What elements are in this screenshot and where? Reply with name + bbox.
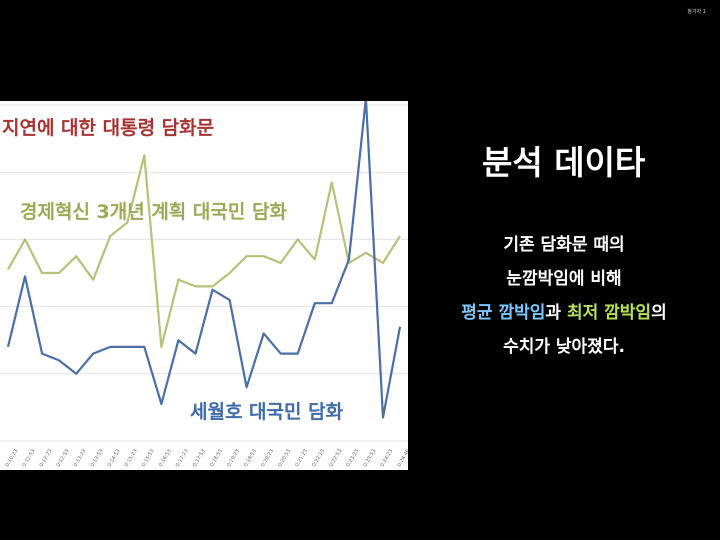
x-tick-label: 0:22:23 <box>311 448 326 468</box>
analysis-line-3: 평균 깜박임과 최저 깜박임의 <box>408 296 720 330</box>
x-tick-label: 0:13:23 <box>73 448 88 468</box>
series-label-red: 지연에 대한 대통령 담화문 <box>2 117 215 139</box>
x-tick-label: 0:15:23 <box>124 448 139 468</box>
analysis-title: 분석 데이타 <box>482 143 646 182</box>
analysis-text: 기존 담화문 때의 눈깜박임에 비해 평균 깜박임과 최저 깜박임의 수치가 낮… <box>408 228 720 364</box>
x-tick-label: 0:17:53 <box>192 448 207 468</box>
line-chart-panel: 0:10:23 0:11:53 0:12:23 0:12:53 0:13:23 0:13:… <box>0 101 408 470</box>
x-tick-label: 0:10:23 <box>5 448 20 468</box>
x-tick-label: 0:16:53 <box>158 448 173 468</box>
x-tick-label: 0:23:23 <box>345 448 360 468</box>
highlight-average-blink: 평균 깜박임 <box>461 303 546 323</box>
x-tick-label: 0:23:53 <box>362 448 377 468</box>
series-line-blue <box>6 101 402 419</box>
x-tick-label: 0:24:23 <box>379 448 394 468</box>
x-tick-label: 0:17:23 <box>175 448 190 468</box>
x-tick-label: 0:22:53 <box>328 448 343 468</box>
x-tick-label: 0:21:23 <box>294 448 309 468</box>
analysis-line-2: 눈깜박임에 비해 <box>506 269 622 289</box>
x-tick-label: 0:20:53 <box>277 448 292 468</box>
analysis-line-3-end: 의 <box>651 303 667 323</box>
x-tick-label: 0:19:53 <box>243 448 258 468</box>
series-line-green <box>7 154 401 348</box>
x-tick-label: 0:12:23 <box>39 448 54 468</box>
participant-caption: 참가자 1 <box>687 9 706 15</box>
x-tick-label: 0:18:53 <box>209 448 224 468</box>
analysis-line-3-conj: 과 <box>545 303 567 323</box>
analysis-line-1: 기존 담화문 때의 <box>503 235 625 255</box>
series-label-green: 경제혁신 3개년 계획 대국민 담화 <box>20 201 287 223</box>
x-tick-label: 0:11:53 <box>22 448 37 468</box>
x-tick-label: 0:24:46 <box>397 448 408 468</box>
x-tick-label: 0:19:23 <box>226 448 241 468</box>
x-tick-label: 0:14:53 <box>107 448 122 468</box>
x-tick-label: 0:12:53 <box>56 448 71 468</box>
highlight-min-blink: 최저 깜박임 <box>566 303 652 323</box>
line-chart: 0:10:23 0:11:53 0:12:23 0:12:53 0:13:23 0:13:… <box>0 101 408 468</box>
analysis-line-4: 수치가 낮아졌다. <box>503 337 625 357</box>
x-tick-label: 0:15:53 <box>141 448 156 468</box>
series-label-blue: 세월호 대국민 담화 <box>190 401 344 423</box>
x-tick-label: 0:20:23 <box>260 448 275 468</box>
x-tick-label: 0:13:53 <box>90 448 105 468</box>
